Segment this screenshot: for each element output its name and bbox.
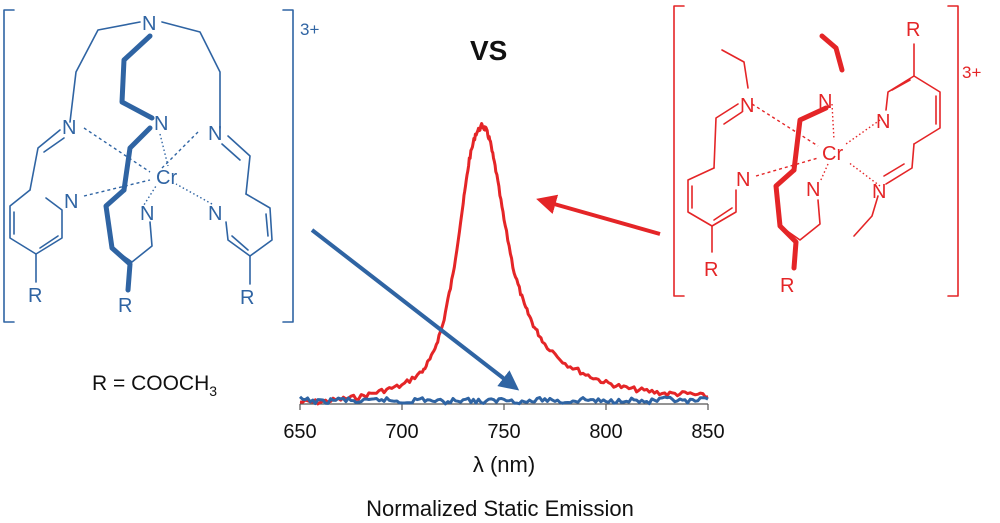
left-pyridine-right xyxy=(225,193,273,257)
right-metal-cr: Cr xyxy=(822,143,843,165)
left-pyridine-center-bold xyxy=(103,187,133,293)
x-tick-label: 700 xyxy=(385,421,418,443)
left-atom-n-imine-right: N xyxy=(208,123,222,145)
right-complex: 3+ N N N N N N Cr R R R xyxy=(673,5,981,297)
r-definition: R = COOCH3 xyxy=(92,372,217,399)
right-ethyl-top-left xyxy=(721,49,749,89)
right-imine-center xyxy=(791,105,829,173)
right-atom-n-pyridine-right: N xyxy=(876,111,890,133)
r-definition-subscript: 3 xyxy=(209,383,217,399)
r-definition-main: R = COOCH xyxy=(92,372,209,395)
right-coord-bonds-dashed xyxy=(751,103,819,177)
right-r-label-2: R xyxy=(704,259,718,281)
right-atom-n-pyridine-center: N xyxy=(806,179,820,201)
right-bracket-close xyxy=(947,5,959,297)
x-axis-label: λ (nm) xyxy=(473,452,535,477)
x-tick-label: 850 xyxy=(691,421,724,443)
left-atom-n-pyridine-center: N xyxy=(140,203,154,225)
right-imine-bottom xyxy=(885,143,915,185)
blue-pointer-arrow xyxy=(310,228,520,391)
left-atom-n-pyridine-right: N xyxy=(208,203,222,225)
x-axis-ticks: 650 700 750 800 850 xyxy=(283,404,725,443)
right-bracket-open xyxy=(673,5,685,297)
left-charge: 3+ xyxy=(300,20,319,39)
right-pyridine-left xyxy=(687,167,737,227)
right-pyridine-right xyxy=(885,75,941,145)
x-tick-label: 800 xyxy=(589,421,622,443)
left-atom-n-pyridine-left: N xyxy=(64,191,78,213)
right-ethyl-top-center xyxy=(819,33,845,73)
left-metal-cr: Cr xyxy=(156,167,177,189)
left-pyridine-left xyxy=(9,189,63,255)
x-tick-label: 750 xyxy=(487,421,520,443)
left-complex: 3+ N N N N N N N Cr R R R xyxy=(3,9,319,323)
right-r-label-3: R xyxy=(780,275,794,297)
right-r-label-1: R xyxy=(906,19,920,41)
left-cap-arm-right xyxy=(161,21,221,129)
left-coord-bonds-dashed xyxy=(83,127,199,197)
left-bracket-close xyxy=(282,9,294,323)
right-ethyl-bottom xyxy=(853,195,879,237)
emission-chart: 650 700 750 800 850 λ (nm) xyxy=(283,122,725,477)
right-atom-n-imine-bottom: N xyxy=(872,181,886,203)
left-coord-bonds-dotted xyxy=(141,133,213,209)
left-imine-right-double xyxy=(221,143,241,161)
left-imine-center xyxy=(121,125,153,193)
right-imine-left xyxy=(713,103,739,169)
right-pyridine-center-bold xyxy=(773,167,799,271)
left-atom-n-imine-left: N xyxy=(62,117,76,139)
left-cap-arm-center xyxy=(119,33,155,121)
left-cap-arm-left xyxy=(69,21,141,123)
right-atom-n-pyridine-left: N xyxy=(736,169,750,191)
blue-emission-series-line xyxy=(298,395,709,406)
left-r-label-3: R xyxy=(240,287,254,309)
red-pointer-arrow xyxy=(536,194,661,236)
right-imine-bottom-double xyxy=(883,163,905,177)
right-atom-n-imine-center: N xyxy=(818,91,832,113)
left-r-label-2: R xyxy=(118,295,132,317)
red-emission-series-line xyxy=(299,122,709,406)
left-atom-n-apex: N xyxy=(142,13,156,35)
left-imine-right xyxy=(227,135,251,195)
left-bracket-open xyxy=(3,9,15,323)
x-tick-label: 650 xyxy=(283,421,316,443)
left-imine-left xyxy=(29,129,61,191)
vs-label: VS xyxy=(470,35,507,66)
left-imine-left-double xyxy=(43,137,65,153)
chart-series xyxy=(298,122,709,406)
right-imine-left-double xyxy=(723,111,743,125)
left-r-label-1: R xyxy=(28,285,42,307)
right-charge: 3+ xyxy=(962,63,981,82)
caption: Normalized Static Emission xyxy=(366,496,634,521)
left-atom-n-imine-center: N xyxy=(154,113,168,135)
right-atom-n-imine-left: N xyxy=(740,95,754,117)
